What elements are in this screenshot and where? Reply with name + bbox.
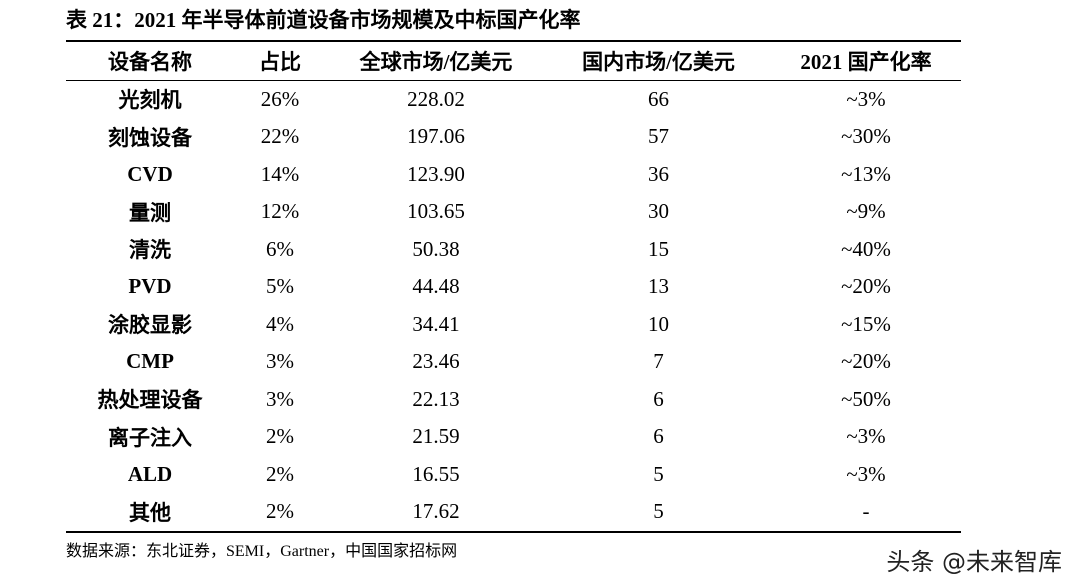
table-cell: 123.90 [407, 161, 465, 186]
table-cell: 光刻机 [118, 88, 182, 113]
table-row: ALD 2% 16.55 5 ~3% [66, 456, 961, 494]
table-body: 光刻机 26% 228.02 66 ~3% 刻蚀设备 22% 197.06 57 ~30% CVD 1… [66, 80, 961, 532]
table-row: CMP 3% 23.46 7 ~20% [66, 343, 961, 381]
table-cell: ~20% [841, 349, 891, 374]
table-row: CVD 14% 123.90 36 ~13% [66, 156, 961, 194]
table-cell: ~9% [846, 199, 886, 224]
table-cell: 17.62 [412, 499, 460, 524]
table-cell: 清洗 [129, 238, 171, 263]
table-header: 设备名称 占比 全球市场/亿美元 国内市场/亿美元 2021 国产化率 [66, 41, 961, 80]
table-cell: 228.02 [407, 86, 465, 111]
table-cell: PVD [128, 274, 172, 299]
table-cell: 34.41 [412, 311, 460, 336]
table-cell: 36 [648, 161, 669, 186]
table-cell: 103.65 [407, 199, 465, 224]
table-row: 光刻机 26% 228.02 66 ~3% [66, 80, 961, 118]
table-cell: ~30% [841, 124, 891, 149]
table-cell: 197.06 [407, 124, 465, 149]
table-cell: 刻蚀设备 [108, 125, 192, 150]
table-row: PVD 5% 44.48 13 ~20% [66, 268, 961, 306]
table-cell: 其他 [129, 500, 171, 525]
table-cell: 6 [653, 386, 664, 411]
table-cell: ~50% [841, 386, 891, 411]
table-cell: 14% [260, 161, 300, 186]
table-cell: 10 [648, 311, 669, 336]
table-title: 表 21：2021 年半导体前道设备市场规模及中标国产化率 [66, 8, 581, 32]
column-header: 全球市场/亿美元 [359, 49, 513, 74]
table-row: 涂胶显影 4% 34.41 10 ~15% [66, 306, 961, 344]
header-row: 设备名称 占比 全球市场/亿美元 国内市场/亿美元 2021 国产化率 [66, 41, 961, 80]
table-cell: 5 [653, 461, 664, 486]
data-table: 设备名称 占比 全球市场/亿美元 国内市场/亿美元 2021 国产化率 光刻机 26% 22… [66, 40, 961, 533]
table-cell: - [862, 499, 870, 524]
table-cell: 3% [266, 349, 294, 374]
table-cell: 26% [260, 86, 300, 111]
table-cell: 23.46 [412, 349, 460, 374]
watermark: 头条 @未来智库 [886, 548, 1062, 576]
table-cell: 4% [266, 311, 294, 336]
table-cell: 6 [653, 424, 664, 449]
table-cell: 21.59 [412, 424, 460, 449]
table-cell: 5% [266, 274, 294, 299]
table-cell: 热处理设备 [97, 388, 203, 413]
table-cell: 57 [648, 124, 669, 149]
table-row: 清洗 6% 50.38 15 ~40% [66, 231, 961, 269]
table-cell: ~15% [841, 311, 891, 336]
table-cell: 44.48 [412, 274, 460, 299]
table-cell: 22% [260, 124, 300, 149]
table-cell: 7 [653, 349, 664, 374]
table-cell: 涂胶显影 [108, 313, 192, 338]
table-row: 量测 12% 103.65 30 ~9% [66, 193, 961, 231]
table-row: 刻蚀设备 22% 197.06 57 ~30% [66, 118, 961, 156]
table-cell: 2% [266, 499, 294, 524]
table-cell: 12% [260, 199, 300, 224]
table-cell: 6% [266, 236, 294, 261]
table-row: 热处理设备 3% 22.13 6 ~50% [66, 381, 961, 419]
column-header: 2021 国产化率 [800, 49, 932, 74]
table-cell: 22.13 [412, 386, 460, 411]
table-cell: 50.38 [412, 236, 460, 261]
table-cell: 15 [648, 236, 669, 261]
column-header: 国内市场/亿美元 [582, 49, 735, 74]
table-cell: 5 [653, 499, 664, 524]
table-cell: 2% [266, 424, 294, 449]
table-cell: ~13% [841, 161, 891, 186]
table-cell: 2% [266, 461, 294, 486]
table-cell: 13 [648, 274, 669, 299]
column-header: 占比 [259, 49, 301, 74]
table-row: 离子注入 2% 21.59 6 ~3% [66, 418, 961, 456]
table-cell: ALD [127, 461, 173, 486]
table-cell: CVD [127, 161, 173, 186]
table-cell: ~3% [846, 424, 886, 449]
table-cell: ~40% [841, 236, 891, 261]
table-cell: 30 [648, 199, 669, 224]
table-cell: ~20% [841, 274, 891, 299]
table-cell: ~3% [846, 461, 886, 486]
table-cell: 16.55 [412, 461, 460, 486]
table-cell: CMP [126, 349, 174, 374]
source-note: 数据来源：东北证券，SEMI，Gartner，中国国家招标网 [66, 543, 458, 560]
table-cell: 66 [648, 86, 669, 111]
table-cell: 量测 [129, 200, 171, 225]
column-header: 设备名称 [108, 49, 192, 74]
table-row: 其他 2% 17.62 5 - [66, 493, 961, 532]
table-cell: 3% [266, 386, 294, 411]
table-cell: 离子注入 [108, 425, 192, 450]
table-cell: ~3% [846, 86, 886, 111]
